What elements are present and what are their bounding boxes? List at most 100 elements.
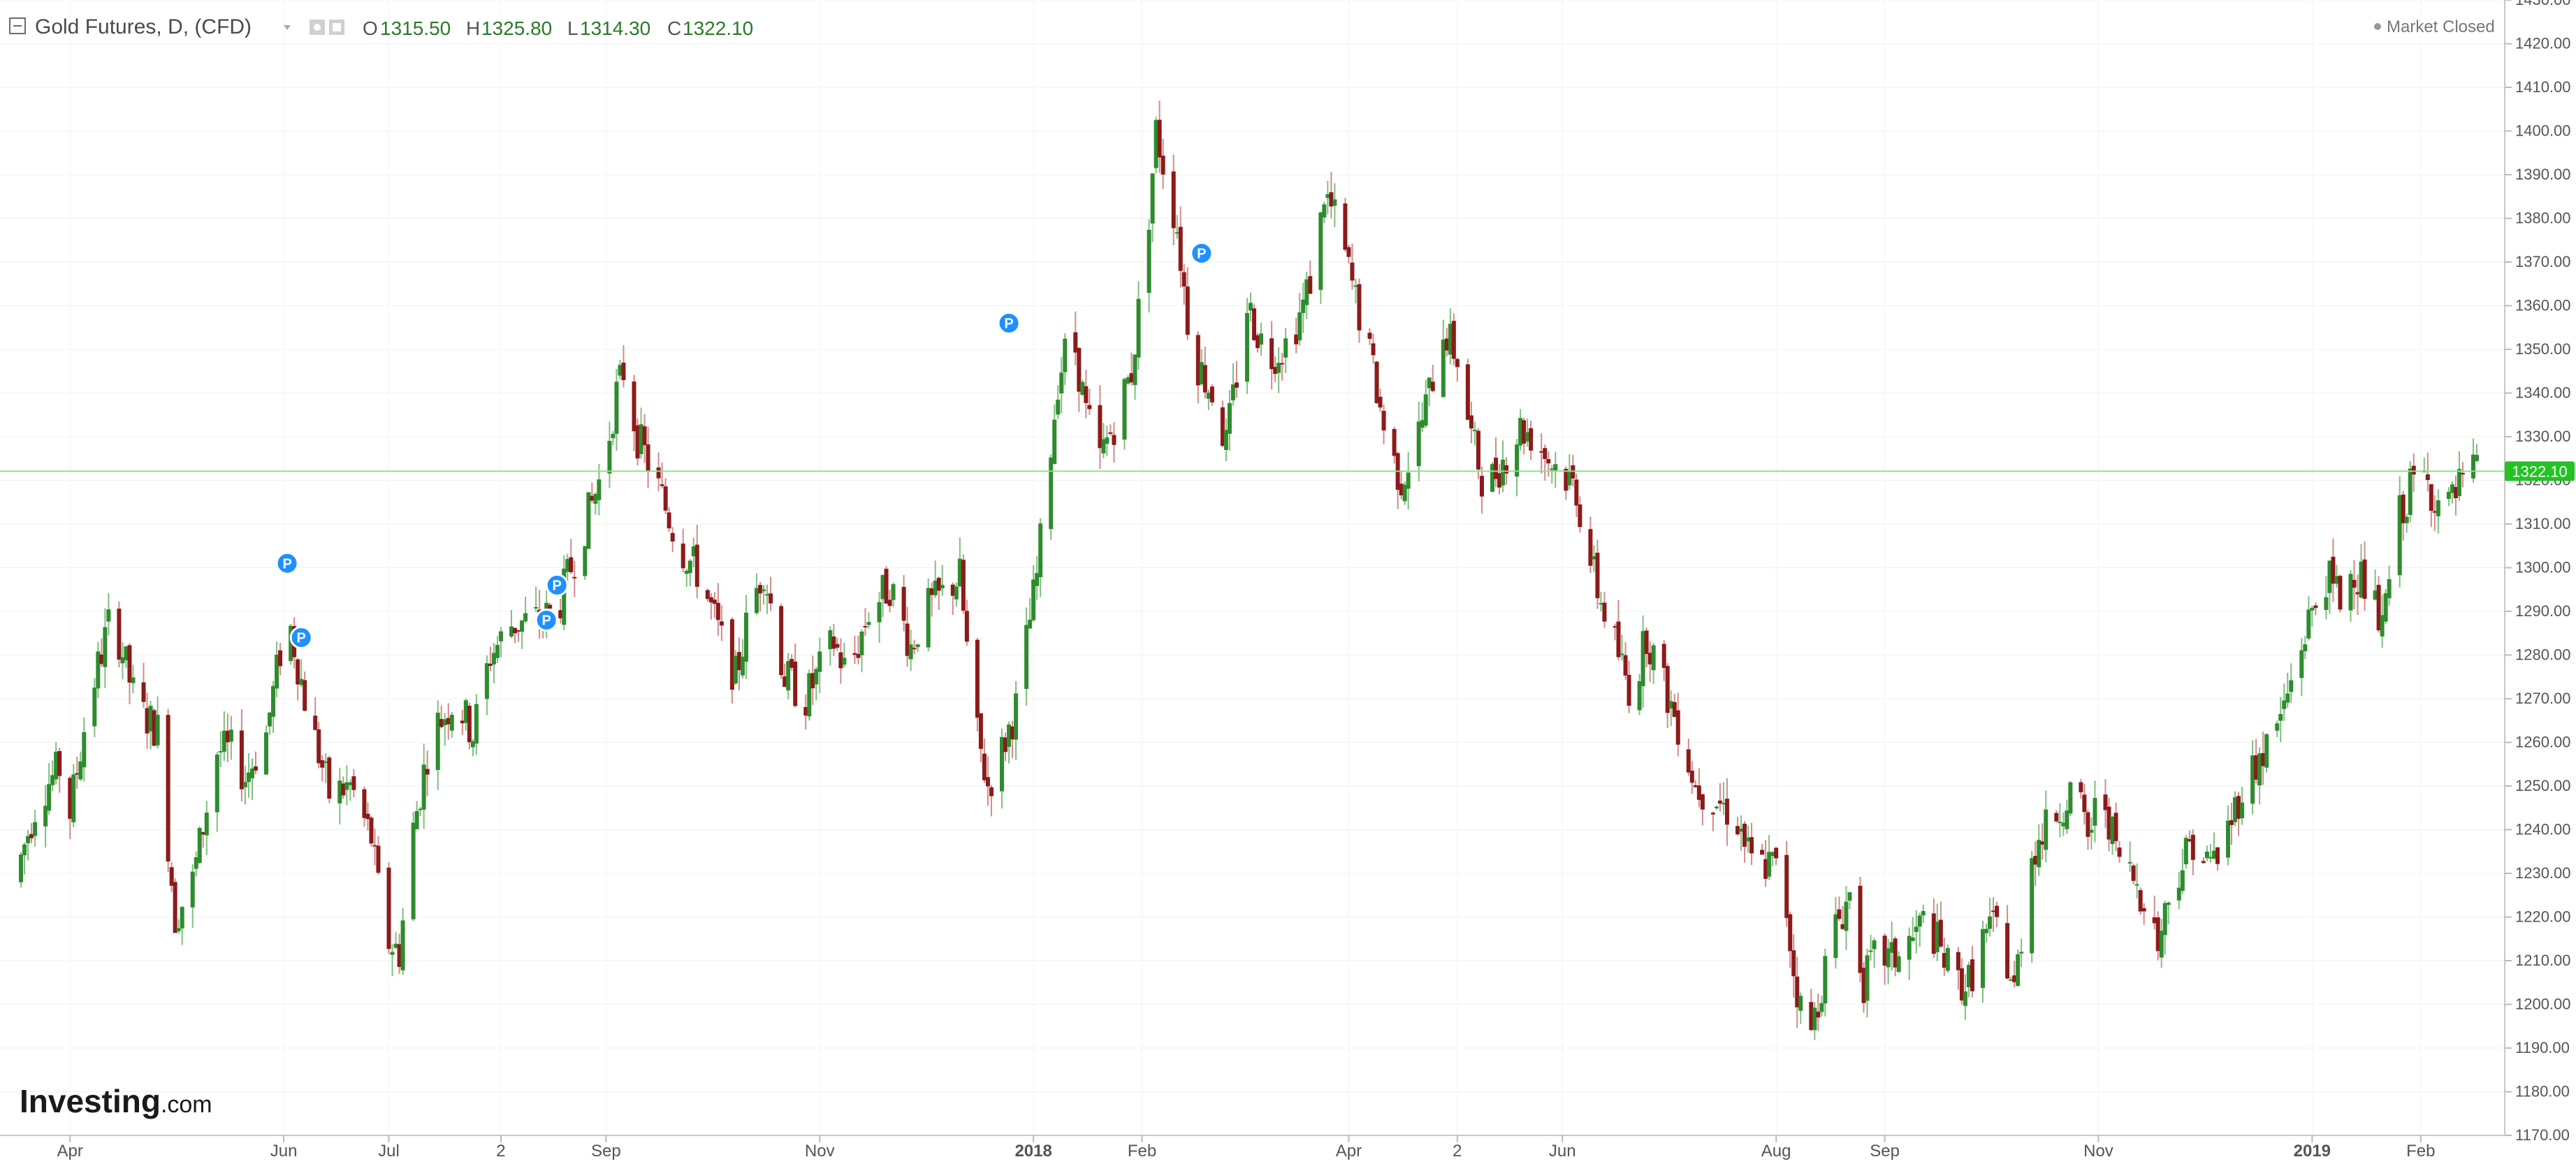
x-tick-label: Jul [378, 1142, 400, 1161]
candle-body [1223, 430, 1228, 451]
event-marker[interactable] [1190, 242, 1214, 265]
candle-body [1441, 340, 1446, 398]
candle-body [1157, 119, 1162, 158]
candle-body [1209, 386, 1214, 402]
candle-body [2450, 484, 2454, 493]
candle-body [803, 706, 808, 716]
x-tick-label: Nov [805, 1142, 835, 1161]
candle-body [1227, 402, 1232, 434]
candle-body [2054, 813, 2059, 822]
candle-body [1423, 394, 1428, 426]
candle-body [2408, 468, 2413, 515]
candle-body [562, 568, 567, 625]
candle-body [2089, 829, 2094, 833]
candle-body [1056, 400, 1061, 415]
candle-body [1101, 439, 1106, 453]
candle-body [1710, 813, 1715, 815]
event-marker[interactable] [997, 312, 1021, 335]
event-marker[interactable] [275, 551, 299, 575]
candle-body [2134, 884, 2139, 886]
candle-body [762, 589, 766, 592]
candle-body [1816, 1011, 1821, 1018]
candle-body [1637, 681, 1642, 711]
candle-body [1504, 465, 1509, 474]
symbol-dropdown-icon[interactable] [284, 25, 291, 30]
event-marker[interactable] [534, 609, 558, 632]
x-tick-label: Feb [1128, 1142, 1156, 1161]
candle-body [1497, 473, 1502, 488]
candle-body [1472, 430, 1477, 432]
y-tick-label: 1260.00 [2515, 734, 2571, 751]
candle-body [590, 495, 595, 501]
candle-body [1945, 947, 1950, 971]
candle-body [2306, 609, 2311, 639]
ohlc-close-value: 1322.10 [683, 17, 753, 39]
candle-body [1784, 854, 1789, 918]
candle-body [755, 588, 759, 613]
candle-body [1003, 737, 1008, 752]
candle-body [204, 813, 209, 836]
candle-body [1868, 950, 1873, 952]
candle-body [618, 365, 623, 376]
candle-body [2065, 810, 2069, 829]
candle-body [1795, 976, 1800, 1008]
candle-body [1735, 826, 1740, 835]
candle-body [642, 426, 647, 446]
candle-body [1479, 476, 1484, 497]
candle-body [449, 715, 454, 731]
x-tick-label: 2 [1453, 1142, 1462, 1161]
candle-body [1675, 710, 1680, 745]
event-marker[interactable] [289, 626, 313, 649]
candle-body [484, 663, 489, 699]
x-tick-label: Nov [2083, 1142, 2113, 1161]
candle-body [891, 584, 896, 600]
candle-body [2327, 560, 2332, 593]
candle-body [369, 817, 374, 844]
ohlc-open-value: 1315.50 [380, 17, 451, 39]
candle-body [2162, 903, 2167, 936]
candle-body [2254, 755, 2259, 780]
candle-body [1896, 956, 1901, 972]
candle-body [1592, 556, 1596, 560]
x-tick-label: Sep [1870, 1142, 1900, 1161]
candle-body [572, 576, 577, 579]
candle-body [583, 546, 588, 576]
candle-body [323, 761, 328, 763]
candle-body [691, 546, 696, 557]
candle-body [1651, 645, 1656, 671]
candle-body [1052, 419, 1057, 465]
candle-body [2204, 851, 2209, 859]
candle-body [769, 593, 773, 604]
candle-body [2117, 848, 2122, 857]
candle-body [975, 639, 980, 718]
ohlc-high-label: H [466, 17, 480, 39]
candle-body [621, 363, 626, 381]
y-tick-label: 1350.00 [2515, 340, 2571, 358]
candle-body [1343, 203, 1348, 250]
candle-body [1308, 276, 1313, 294]
candle-body [1966, 965, 1971, 988]
candle-body [1970, 959, 1974, 991]
candle-body [1988, 916, 1993, 929]
symbol-title[interactable]: Gold Futures, D, (CFD) [35, 15, 252, 38]
candle-body [1689, 771, 1694, 783]
y-tick-label: 1370.00 [2515, 253, 2571, 270]
candle-body [1406, 472, 1411, 489]
candle-body [887, 599, 892, 606]
candle-body [1028, 619, 1033, 629]
candle-body [1567, 471, 1572, 486]
candle-body [78, 761, 83, 780]
candle-body [2141, 908, 2146, 912]
candle-body [1010, 726, 1015, 740]
y-axis-panel[interactable] [2505, 0, 2576, 1168]
candle-body [1539, 451, 1544, 453]
y-tick-label: 1190.00 [2515, 1039, 2570, 1056]
x-tick-label: 2019 [2294, 1142, 2331, 1161]
candle-body [418, 808, 423, 810]
event-marker[interactable] [545, 574, 569, 597]
candle-body [96, 651, 101, 689]
candle-body [313, 715, 318, 730]
candle-body [1917, 915, 1922, 927]
